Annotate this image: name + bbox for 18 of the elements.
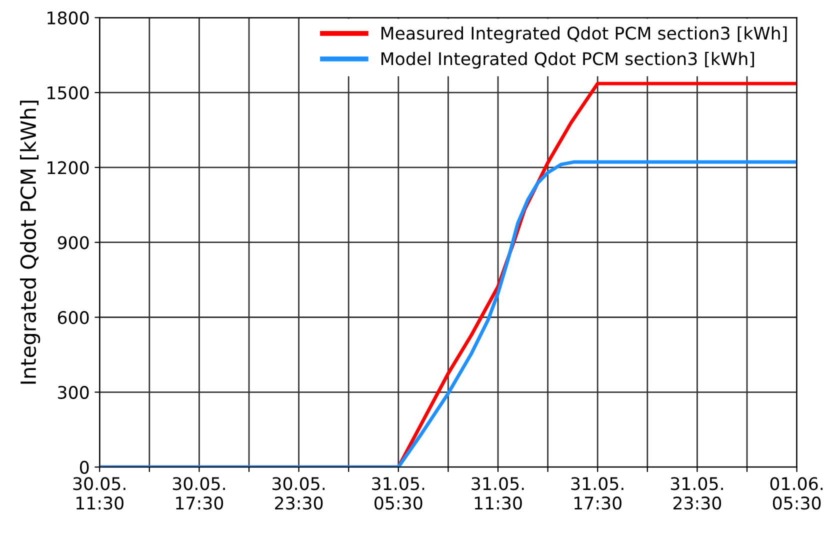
legend-label: Model Integrated Qdot PCM section3 [kWh] [381,52,754,69]
x-tick-label: 30.05. 23:30 [272,477,325,510]
y-axis-title: Integrated Qdot PCM [kWh] [20,100,40,384]
x-tick-label: 31.05. 23:30 [670,477,723,510]
y-tick-label: 600 [58,310,89,324]
x-tick-label: 31.05. 11:30 [472,477,524,510]
x-tick-label: 31.05. 17:30 [571,477,624,510]
y-tick-label: 1800 [48,11,89,24]
x-tick-label: 01.06. 05:30 [770,477,823,510]
y-tick-label: 300 [58,386,89,399]
y-tick-label: 1200 [48,161,89,174]
y-tick-label: 0 [80,460,89,474]
x-tick-label: 31.05. 05:30 [372,477,424,510]
y-tick-label: 900 [58,236,89,250]
y-tick-label: 1500 [48,86,89,100]
x-tick-label: 30.05. 11:30 [73,477,126,510]
legend-label: Measured Integrated Qdot PCM section3 [kWh] [381,26,787,44]
x-tick-label: 30.05. 17:30 [172,477,225,510]
